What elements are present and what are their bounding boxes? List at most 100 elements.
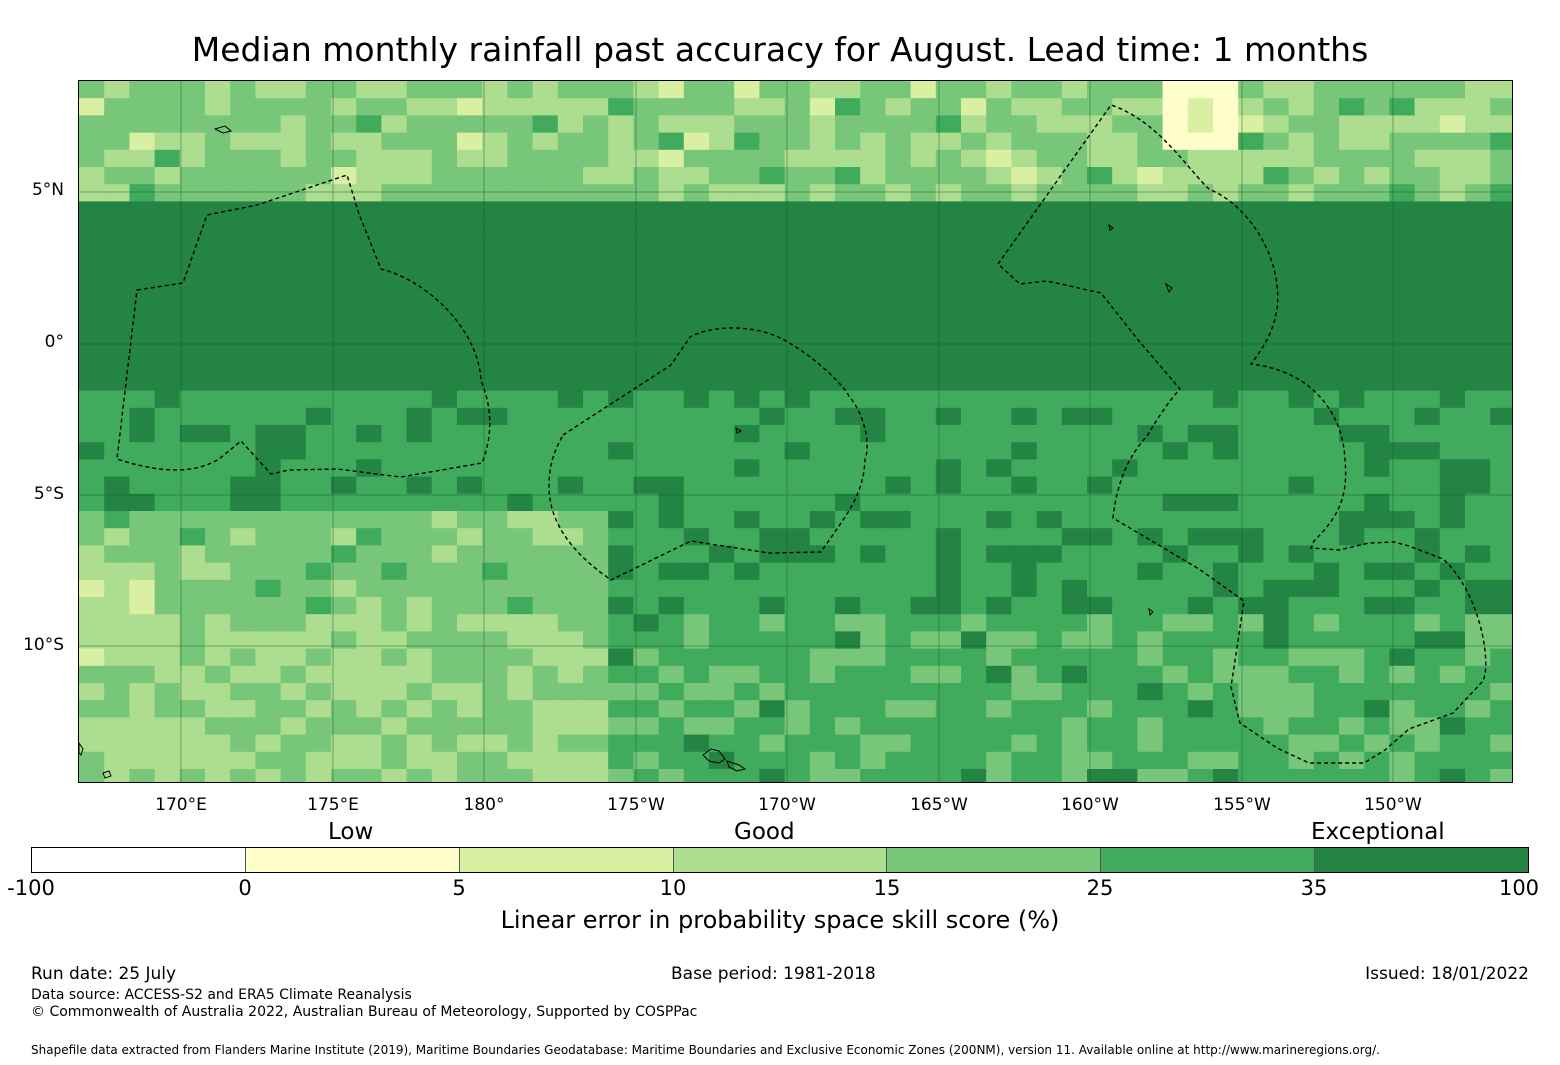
skill-cell (935, 476, 962, 495)
skill-cell (482, 631, 508, 650)
skill-cell (935, 665, 962, 684)
skill-cell (608, 149, 634, 168)
skill-cell (205, 665, 231, 684)
skill-cell (482, 562, 508, 581)
skill-cell (1414, 304, 1441, 323)
skill-cell (1439, 648, 1466, 667)
skill-cell (1137, 287, 1164, 306)
skill-cell (457, 132, 483, 151)
skill-cell (331, 270, 357, 288)
skill-cell (1364, 476, 1390, 495)
skill-cell (658, 579, 685, 598)
skill-cell (683, 407, 710, 426)
skill-cell (179, 425, 206, 443)
skill-cell (457, 648, 483, 667)
skill-cell (305, 562, 332, 581)
skill-cell (104, 562, 130, 581)
colorbar-segment (1315, 848, 1529, 872)
skill-cell (1439, 493, 1466, 512)
skill-cell (1036, 390, 1063, 409)
skill-cell (1490, 597, 1512, 615)
skill-cell (457, 270, 483, 288)
skill-cell (1087, 751, 1113, 770)
skill-cell (129, 184, 156, 202)
skill-cell (129, 511, 156, 529)
skill-cell (1490, 631, 1512, 650)
skill-cell (1061, 81, 1088, 99)
skill-cell (305, 631, 332, 650)
skill-cell (759, 751, 786, 770)
skill-cell (1389, 683, 1416, 701)
skill-cell (1213, 700, 1239, 718)
skill-cell (381, 545, 408, 564)
skill-cell (1011, 132, 1038, 151)
skill-cell (255, 98, 282, 116)
skill-cell (759, 769, 786, 782)
skill-cell (683, 579, 710, 598)
skill-cell (179, 751, 206, 770)
skill-cell (230, 149, 256, 168)
skill-cell (734, 476, 760, 495)
base-period: Base period: 1981-2018 (671, 964, 876, 984)
skill-cell (1112, 700, 1138, 718)
skill-cell (1439, 665, 1466, 684)
skill-cell (431, 356, 458, 374)
skill-cell (1313, 407, 1340, 426)
skill-cell (1162, 442, 1189, 460)
skill-cell (734, 545, 760, 564)
skill-cell (683, 373, 710, 392)
skill-cell (961, 579, 987, 598)
skill-cell (759, 562, 786, 581)
skill-cell (356, 184, 382, 202)
skill-cell (406, 201, 433, 220)
skill-cell (482, 683, 508, 701)
skill-cell (230, 597, 256, 615)
skill-cell (1364, 700, 1390, 718)
skill-cell (986, 511, 1012, 529)
skill-cell (1011, 356, 1038, 374)
skill-cell (809, 339, 836, 357)
skill-cell (482, 493, 508, 512)
skill-cell (910, 270, 937, 288)
skill-cell (835, 98, 861, 116)
skill-cell (633, 442, 660, 460)
skill-cell (381, 751, 408, 770)
skill-cell (1087, 81, 1113, 99)
skill-cell (1238, 700, 1264, 718)
skill-cell (1490, 287, 1512, 306)
skill-cell (784, 167, 811, 185)
skill-cell (608, 390, 634, 409)
skill-cell (1439, 476, 1466, 495)
skill-cell (885, 373, 912, 392)
skill-cell (1187, 769, 1214, 782)
map-gridlines (79, 81, 1512, 782)
skill-cell (961, 751, 987, 770)
skill-cell (431, 631, 458, 650)
skill-cell (961, 648, 987, 667)
skill-cell (1263, 287, 1290, 306)
skill-cell (1036, 562, 1063, 581)
skill-cell (1490, 184, 1512, 202)
skill-cell (431, 493, 458, 512)
skill-cell (1036, 511, 1063, 529)
skill-cell (986, 184, 1012, 202)
skill-cell (154, 132, 181, 151)
skill-cell (1263, 321, 1290, 340)
skill-cell (583, 769, 609, 782)
skill-cell (1465, 579, 1491, 598)
skill-cell (709, 321, 735, 340)
skill-cell (331, 493, 357, 512)
skill-cell (129, 407, 156, 426)
skill-cell (230, 614, 256, 632)
skill-cell (784, 476, 811, 495)
skill-cell (356, 442, 382, 460)
skill-cell (1364, 167, 1390, 185)
skill-cell (1087, 614, 1113, 632)
skill-cell (658, 373, 685, 392)
skill-cell (1187, 253, 1214, 271)
skill-cell (633, 751, 660, 770)
skill-cell (1036, 528, 1063, 546)
skill-cell (1238, 390, 1264, 409)
skill-cell (79, 734, 105, 753)
skill-cell (280, 528, 307, 546)
